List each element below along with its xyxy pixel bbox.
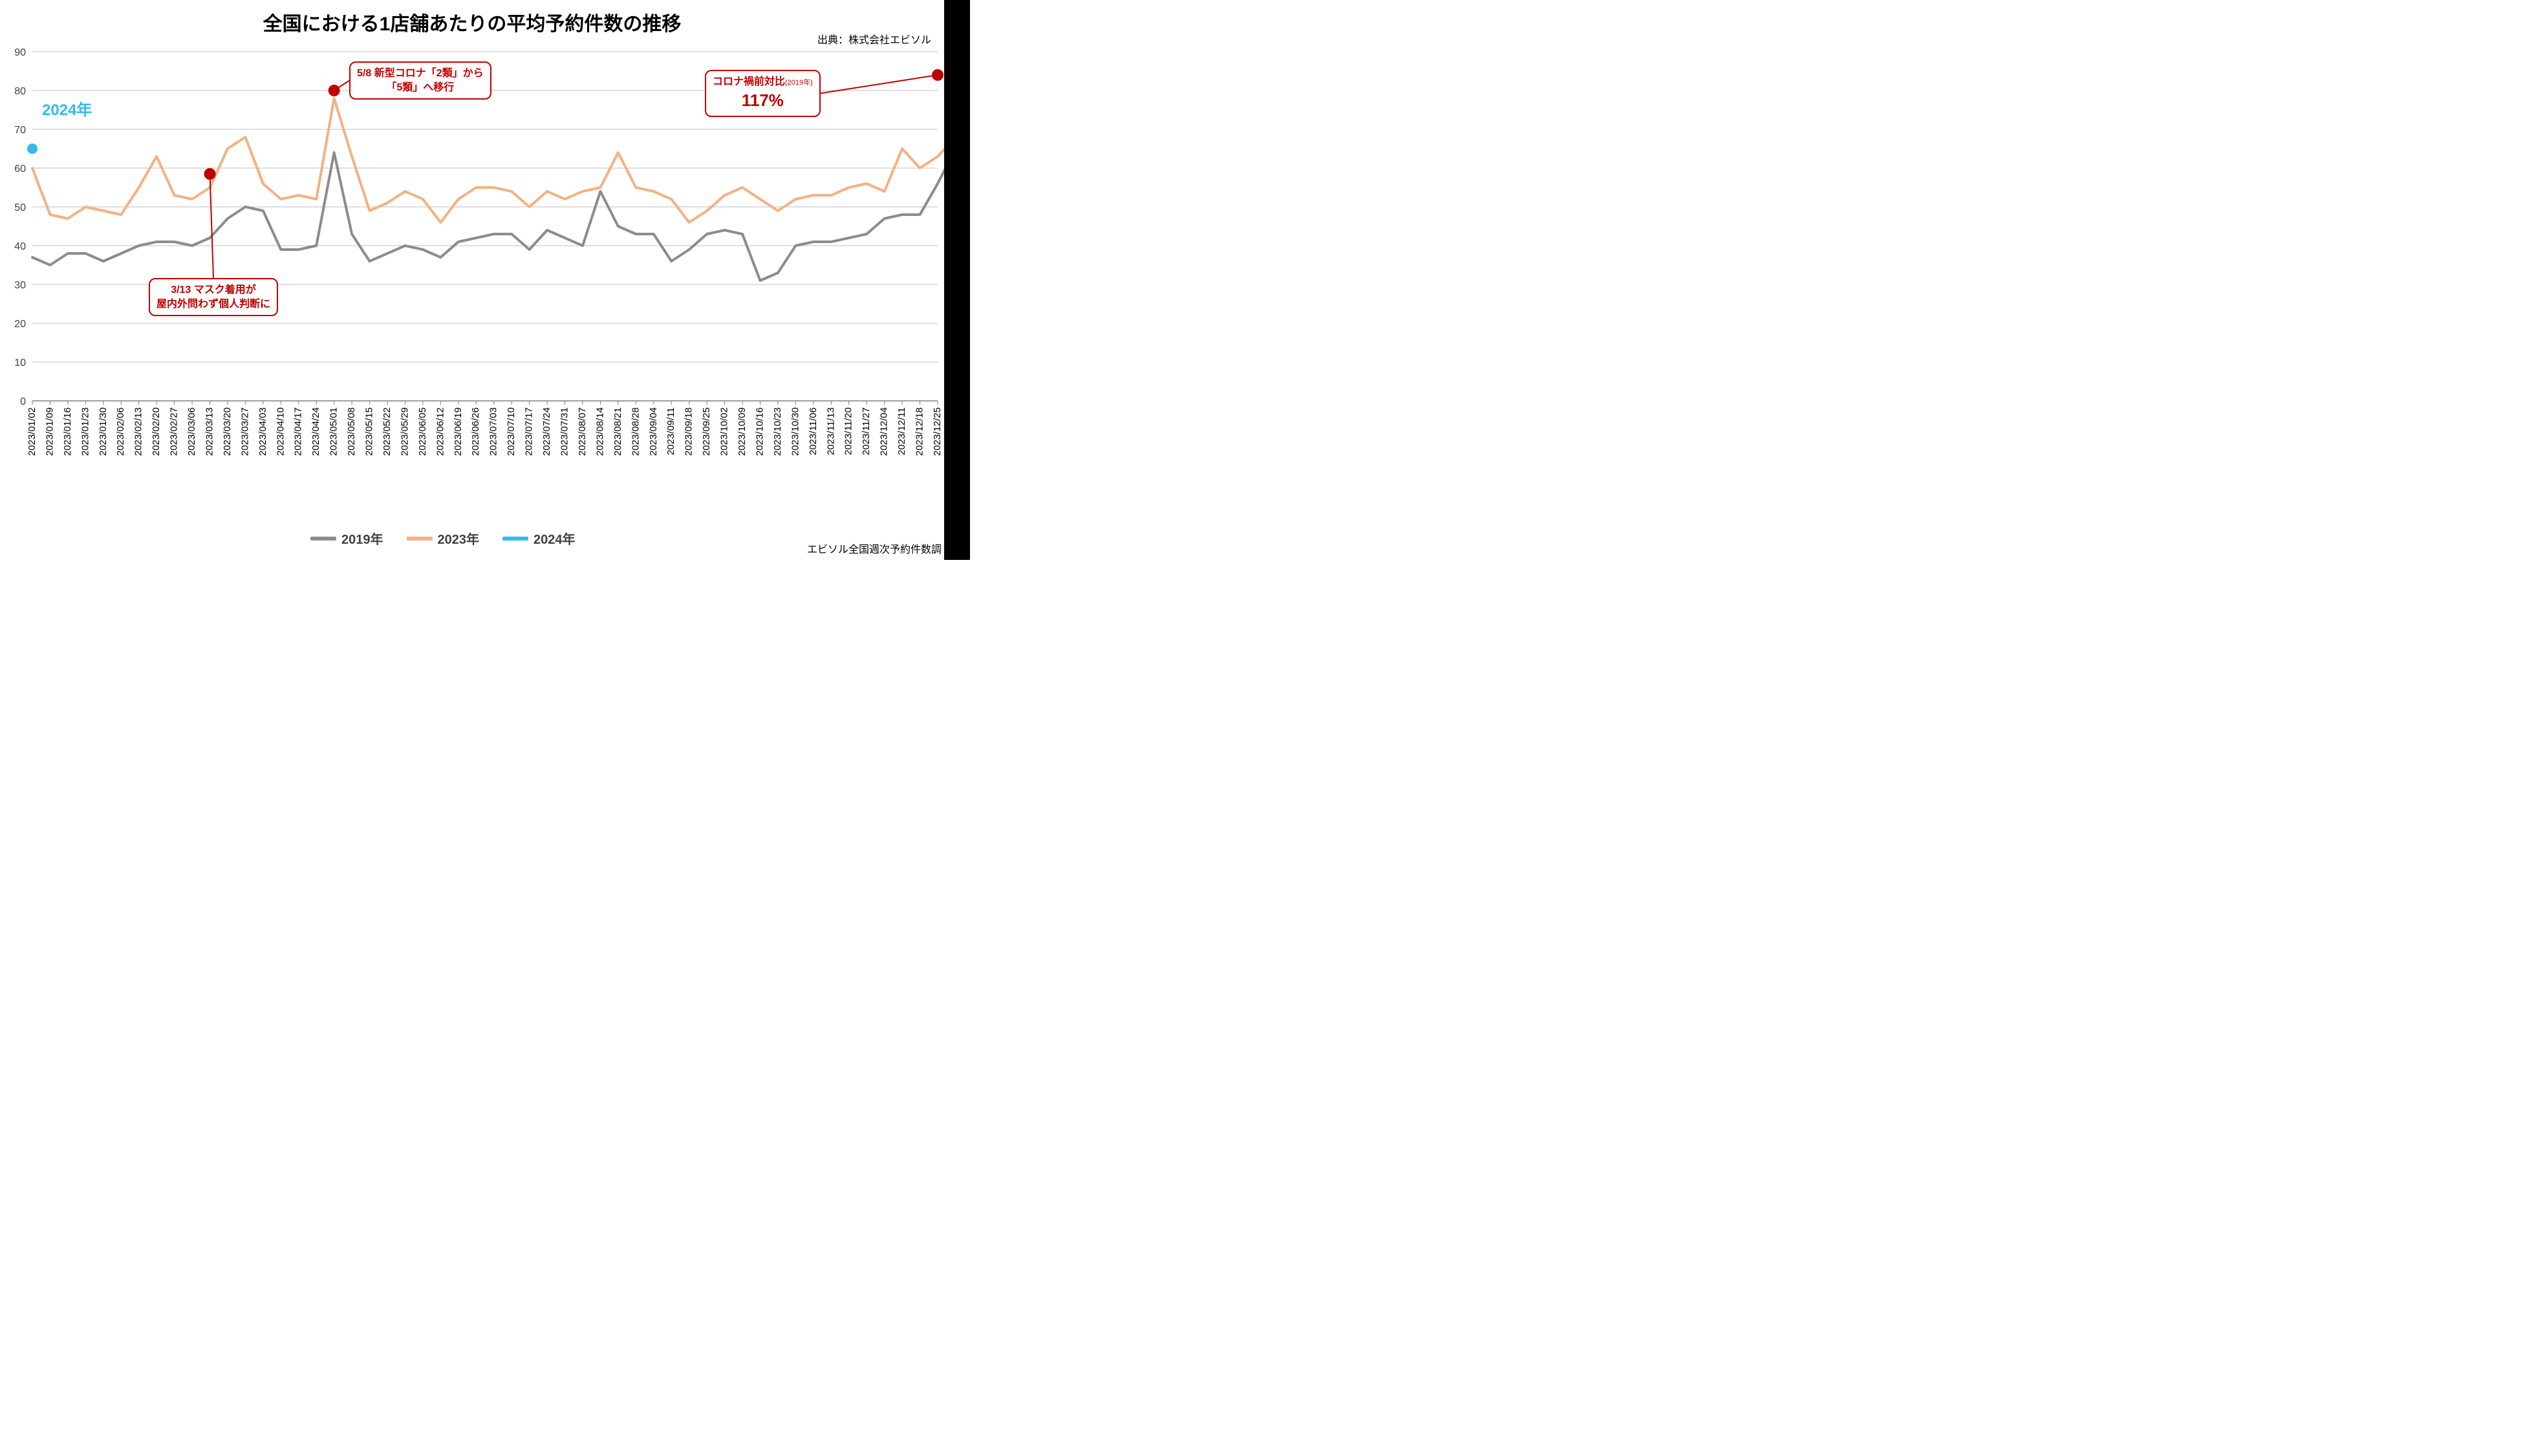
svg-text:0: 0: [20, 396, 26, 407]
annotation-box-ratio: コロナ禍前対比(2019年)117%: [705, 70, 821, 117]
svg-text:2023/10/02: 2023/10/02: [719, 407, 730, 456]
svg-text:2023/07/10: 2023/07/10: [506, 407, 517, 456]
legend-swatch: [310, 537, 336, 541]
svg-text:2023/12/11: 2023/12/11: [896, 407, 907, 455]
svg-text:2023/09/04: 2023/09/04: [648, 407, 659, 456]
svg-text:2023/08/28: 2023/08/28: [630, 407, 641, 456]
svg-text:10: 10: [14, 358, 26, 369]
footer-source: エビソル全国週次予約件数調: [807, 541, 942, 556]
svg-text:90: 90: [14, 47, 26, 58]
legend-item: 2024年: [502, 529, 576, 548]
svg-text:2023/06/05: 2023/06/05: [417, 407, 428, 456]
svg-text:2023/05/15: 2023/05/15: [364, 407, 375, 456]
svg-text:40: 40: [14, 241, 26, 252]
svg-text:2023/03/20: 2023/03/20: [222, 407, 233, 456]
svg-text:2023/05/29: 2023/05/29: [399, 407, 410, 456]
legend-label: 2023年: [438, 529, 480, 548]
legend: 2019年 2023年 2024年: [310, 529, 576, 548]
annotation-box-covid5: 5/8 新型コロナ「2類」から「5類」へ移行: [349, 61, 491, 100]
svg-text:2023/04/03: 2023/04/03: [257, 407, 268, 456]
svg-text:2023/05/08: 2023/05/08: [346, 407, 357, 456]
svg-text:2023/07/31: 2023/07/31: [559, 407, 570, 456]
svg-text:2023/04/17: 2023/04/17: [293, 407, 304, 456]
svg-text:2023/08/21: 2023/08/21: [612, 407, 623, 456]
svg-text:2023/01/02: 2023/01/02: [27, 407, 38, 456]
svg-text:2023/08/14: 2023/08/14: [594, 407, 605, 456]
svg-text:2023/03/13: 2023/03/13: [204, 407, 215, 456]
svg-text:2023/10/30: 2023/10/30: [790, 407, 801, 456]
right-black-strip: [944, 0, 970, 560]
annotation-box-mask: 3/13 マスク着用が屋内外問わず個人判断に: [149, 278, 278, 316]
svg-text:30: 30: [14, 280, 26, 291]
svg-text:2023/11/13: 2023/11/13: [825, 407, 836, 455]
series-2024-label: 2024年: [42, 97, 92, 120]
svg-text:2023/03/27: 2023/03/27: [239, 407, 250, 456]
svg-text:2023/01/23: 2023/01/23: [80, 407, 91, 456]
svg-text:2023/11/20: 2023/11/20: [843, 407, 854, 455]
svg-text:2023/08/07: 2023/08/07: [577, 407, 588, 456]
svg-text:2023/07/24: 2023/07/24: [541, 407, 552, 456]
svg-text:2023/02/27: 2023/02/27: [169, 407, 180, 456]
svg-text:2023/01/30: 2023/01/30: [98, 407, 109, 456]
svg-text:2023/06/19: 2023/06/19: [453, 407, 464, 456]
svg-text:2023/12/04: 2023/12/04: [879, 407, 890, 456]
svg-text:2023/12/25: 2023/12/25: [932, 407, 943, 456]
svg-text:70: 70: [14, 125, 26, 136]
svg-text:20: 20: [14, 319, 26, 330]
svg-text:2023/07/17: 2023/07/17: [524, 407, 535, 456]
svg-text:2023/10/09: 2023/10/09: [737, 407, 748, 456]
svg-text:2023/01/09: 2023/01/09: [44, 407, 55, 456]
legend-swatch: [407, 537, 433, 541]
svg-text:80: 80: [14, 86, 26, 97]
chart-container: 全国における1店舗あたりの平均予約件数の推移 出典：株式会社エビソル エビソル全…: [0, 0, 970, 560]
svg-text:2023/05/22: 2023/05/22: [382, 407, 393, 456]
svg-text:2023/12/18: 2023/12/18: [914, 407, 925, 456]
svg-text:2023/11/27: 2023/11/27: [861, 407, 872, 455]
svg-text:2023/02/13: 2023/02/13: [133, 407, 144, 456]
legend-label: 2019年: [341, 529, 383, 548]
svg-text:2023/09/18: 2023/09/18: [684, 407, 695, 456]
legend-label: 2024年: [534, 529, 576, 548]
svg-text:60: 60: [14, 164, 26, 175]
legend-swatch: [502, 537, 528, 541]
svg-text:2023/02/20: 2023/02/20: [151, 407, 162, 456]
svg-text:2023/10/23: 2023/10/23: [772, 407, 783, 456]
legend-item: 2019年: [310, 529, 383, 548]
svg-text:2023/11/06: 2023/11/06: [808, 407, 819, 455]
svg-text:2023/06/12: 2023/06/12: [435, 407, 446, 456]
svg-text:2023/09/11: 2023/09/11: [665, 407, 676, 455]
svg-text:2023/04/24: 2023/04/24: [310, 407, 321, 456]
legend-item: 2023年: [407, 529, 480, 548]
svg-text:50: 50: [14, 202, 26, 213]
svg-text:2023/05/01: 2023/05/01: [329, 407, 339, 456]
svg-text:2023/02/06: 2023/02/06: [115, 407, 126, 456]
svg-text:2023/09/25: 2023/09/25: [701, 407, 712, 456]
svg-text:2023/03/06: 2023/03/06: [186, 407, 197, 456]
svg-text:2023/10/16: 2023/10/16: [754, 407, 765, 456]
svg-text:2023/04/10: 2023/04/10: [275, 407, 286, 456]
svg-text:2023/06/26: 2023/06/26: [470, 407, 481, 456]
svg-text:2023/07/03: 2023/07/03: [488, 407, 499, 456]
svg-text:2023/01/16: 2023/01/16: [62, 407, 73, 456]
